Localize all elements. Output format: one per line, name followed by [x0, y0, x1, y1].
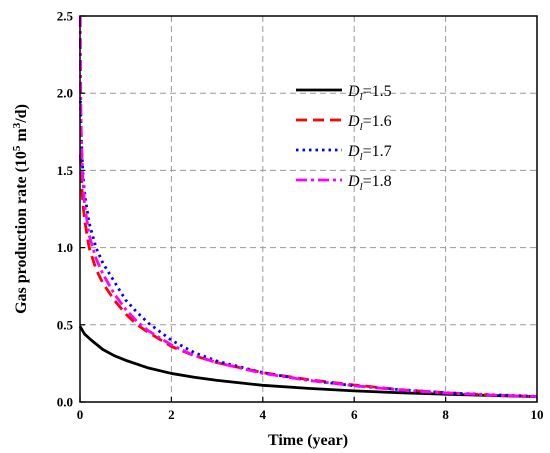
y-tick-label: 0.0	[57, 395, 73, 410]
series-layer	[78, 15, 538, 398]
y-tick-label: 2.0	[57, 86, 73, 101]
y-tick-label: 1.5	[57, 163, 74, 178]
x-tick-label: 4	[260, 407, 267, 422]
plot-frame	[79, 15, 538, 403]
x-tick-label: 8	[442, 407, 449, 422]
x-tick-label: 6	[351, 407, 358, 422]
x-tick-label: 0	[77, 407, 84, 422]
x-tick-label: 10	[531, 407, 544, 422]
legend-label: Dl=1.5	[347, 83, 392, 103]
ticks: 0 2 4 6 8 10 0.0 0.5 1.0 1.5 2.0 2.5	[57, 9, 544, 423]
y-tick-label: 0.5	[57, 317, 74, 332]
x-tick-label: 2	[168, 407, 175, 422]
series-line	[78, 325, 538, 398]
grid	[80, 16, 537, 402]
legend-label: Dl=1.6	[347, 113, 392, 133]
y-tick-label: 1.0	[57, 240, 73, 255]
x-axis-label: Time (year)	[268, 432, 348, 449]
series-line	[78, 15, 538, 398]
legend-label: Dl=1.8	[347, 173, 392, 193]
legend: Dl=1.5 Dl=1.6 Dl=1.7 Dl=1.8	[296, 83, 392, 193]
y-tick-label: 2.5	[57, 9, 74, 24]
y-axis-label: Gas production rate (105 m3/d)	[11, 104, 30, 314]
plot-area	[80, 16, 537, 402]
legend-label: Dl=1.7	[347, 143, 392, 163]
